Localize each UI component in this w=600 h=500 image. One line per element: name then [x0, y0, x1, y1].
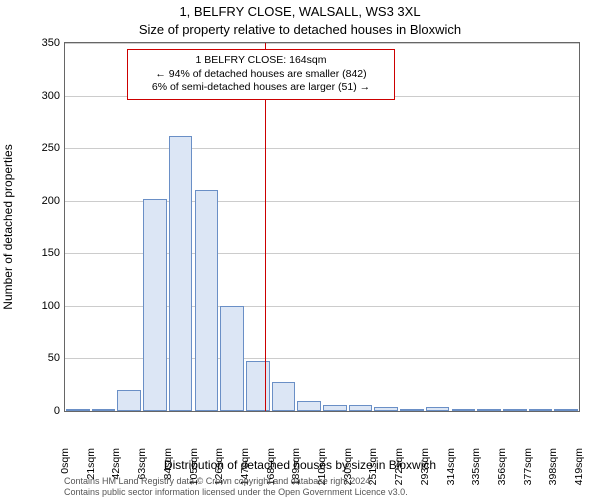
callout-line3: 6% of semi-detached houses are larger (5… [134, 81, 388, 95]
histogram-bar [195, 190, 219, 411]
histogram-bar [143, 199, 167, 411]
chart-plot-area: 1 BELFRY CLOSE: 164sqm← 94% of detached … [64, 42, 580, 412]
histogram-bar [66, 409, 90, 411]
y-tick-label: 100 [20, 300, 60, 312]
gridline-h [65, 358, 579, 359]
gridline-h [65, 43, 579, 44]
y-tick-label: 300 [20, 90, 60, 102]
histogram-bar [426, 407, 450, 411]
histogram-bar [169, 136, 193, 411]
histogram-bar [529, 409, 553, 411]
x-axis-label: Distribution of detached houses by size … [0, 458, 600, 472]
gridline-h [65, 148, 579, 149]
histogram-bar [554, 409, 578, 411]
histogram-bar [220, 306, 244, 411]
footer-line1: Contains HM Land Registry data © Crown c… [64, 476, 408, 487]
x-tick-label: 377sqm [522, 448, 534, 498]
callout-line2: ← 94% of detached houses are smaller (84… [134, 68, 388, 82]
page-title-line2: Size of property relative to detached ho… [0, 22, 600, 37]
histogram-bar [117, 390, 141, 411]
histogram-bar [92, 409, 116, 411]
x-tick-label: 293sqm [419, 448, 431, 498]
histogram-bar [452, 409, 476, 411]
histogram-bar [272, 382, 296, 411]
histogram-bar [349, 405, 373, 411]
y-tick-label: 0 [20, 405, 60, 417]
y-tick-label: 150 [20, 247, 60, 259]
y-tick-label: 350 [20, 37, 60, 49]
x-tick-label: 398sqm [547, 448, 559, 498]
histogram-bar [400, 409, 424, 411]
gridline-h [65, 253, 579, 254]
x-tick-label: 335sqm [470, 448, 482, 498]
y-tick-label: 50 [20, 352, 60, 364]
footer-line2: Contains public sector information licen… [64, 487, 408, 498]
histogram-bar [503, 409, 527, 411]
x-tick-label: 314sqm [445, 448, 457, 498]
gridline-h [65, 306, 579, 307]
gridline-h [65, 201, 579, 202]
histogram-bar [323, 405, 347, 411]
histogram-bar [297, 401, 321, 412]
x-tick-label: 356sqm [496, 448, 508, 498]
histogram-bar [477, 409, 501, 411]
y-axis-label: Number of detached properties [1, 77, 15, 377]
callout-line1: 1 BELFRY CLOSE: 164sqm [134, 54, 388, 68]
histogram-bar [374, 407, 398, 411]
page-title-line1: 1, BELFRY CLOSE, WALSALL, WS3 3XL [0, 4, 600, 19]
footer-attribution: Contains HM Land Registry data © Crown c… [64, 476, 408, 498]
callout-box: 1 BELFRY CLOSE: 164sqm← 94% of detached … [127, 49, 395, 100]
x-tick-label: 419sqm [573, 448, 585, 498]
y-tick-label: 250 [20, 142, 60, 154]
y-tick-label: 200 [20, 195, 60, 207]
